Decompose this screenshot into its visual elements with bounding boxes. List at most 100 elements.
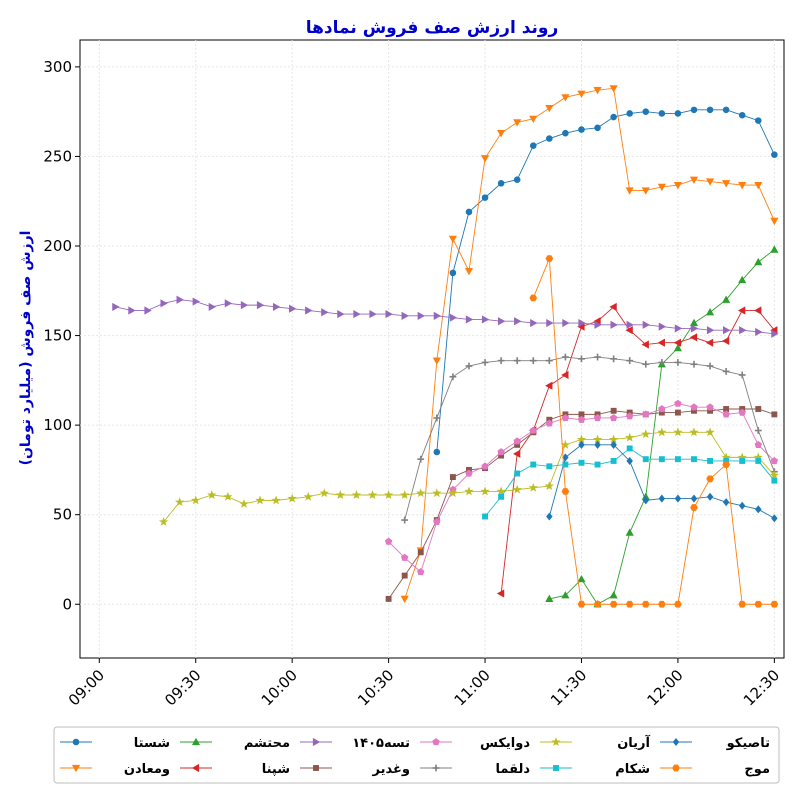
legend-label: ومعادن: [124, 762, 170, 777]
data-point: [771, 477, 778, 484]
data-point: [642, 360, 650, 368]
data-point: [433, 448, 441, 456]
data-point: [673, 181, 682, 190]
data-point: [578, 318, 586, 328]
legend: شستا ومعادن محتشم شپنا تسه۱۴۰۵ وغدیر دوایکس دلق…: [53, 726, 780, 784]
data-point: [303, 491, 313, 501]
data-point: [641, 340, 649, 349]
x-axis: 09:00 09:30 10:00 10:30 11:00 11:30 12:00 12:30: [65, 658, 783, 709]
data-point: [578, 440, 585, 449]
data-point: [658, 110, 666, 117]
data-point: [738, 181, 747, 190]
legend-item: وغدیر: [300, 762, 410, 777]
data-point: [385, 595, 392, 602]
data-point: [546, 463, 553, 470]
x-tick-label: 11:30: [547, 666, 590, 709]
data-point: [530, 461, 537, 468]
data-point: [690, 360, 698, 368]
data-point: [256, 301, 265, 310]
data-point: [754, 257, 763, 266]
data-point: [673, 427, 683, 437]
data-point: [369, 309, 377, 319]
data-point: [689, 427, 699, 437]
data-point: [673, 338, 682, 347]
data-point: [722, 410, 730, 418]
data-point: [609, 414, 618, 422]
data-point: [658, 494, 666, 503]
data-point: [706, 326, 715, 335]
data-point: [657, 427, 667, 437]
data-point: [482, 513, 488, 520]
data-point: [771, 514, 778, 523]
data-point: [497, 448, 505, 456]
data-point: [545, 104, 554, 113]
data-point: [658, 322, 667, 331]
data-point: [609, 600, 618, 608]
data-point: [690, 106, 698, 114]
data-point: [610, 440, 617, 449]
data-point: [706, 106, 714, 114]
data-point: [674, 600, 682, 608]
data-point: [722, 461, 730, 468]
data-point: [626, 320, 634, 329]
data-point: [626, 110, 633, 117]
data-point: [497, 180, 505, 187]
data-point: [481, 315, 490, 324]
data-point: [401, 516, 409, 524]
data-point: [337, 309, 345, 319]
data-point: [754, 600, 763, 608]
data-point: [465, 362, 473, 370]
data-point: [497, 357, 505, 365]
data-point: [593, 87, 602, 95]
data-point: [553, 765, 559, 771]
data-point: [400, 595, 409, 604]
data-point: [562, 461, 569, 468]
y-tick-label: 100: [43, 416, 72, 434]
data-point: [399, 490, 410, 499]
data-point: [626, 357, 634, 365]
data-point: [657, 600, 666, 608]
data-point: [755, 505, 762, 514]
data-point: [551, 737, 561, 746]
data-point: [208, 302, 217, 311]
plot-area: [79, 39, 785, 659]
data-point: [255, 495, 265, 505]
data-point: [609, 591, 618, 599]
data-point: [625, 432, 635, 442]
series-2: [400, 85, 779, 604]
data-point: [754, 181, 763, 190]
data-point: [770, 600, 779, 608]
data-point: [770, 457, 779, 465]
data-point: [689, 333, 698, 342]
data-point: [432, 488, 442, 498]
data-point: [448, 235, 457, 244]
data-point: [690, 494, 698, 503]
data-point: [594, 353, 601, 361]
data-point: [578, 355, 585, 363]
data-point: [158, 516, 169, 526]
data-point: [755, 327, 763, 337]
data-point: [417, 311, 425, 320]
legend-label: وغدیر: [372, 762, 410, 777]
data-point: [313, 765, 319, 771]
y-tick-label: 50: [53, 506, 72, 524]
legend-item: شستا: [60, 736, 170, 751]
legend-label: آریان: [617, 734, 650, 751]
data-point: [512, 449, 521, 458]
data-point: [625, 412, 634, 420]
legend-label: موج: [744, 762, 770, 777]
data-point: [706, 492, 714, 501]
series-line: [500, 306, 775, 594]
x-tick-label: 11:00: [451, 666, 494, 709]
data-point: [771, 329, 779, 338]
data-point: [465, 469, 473, 477]
data-point: [610, 407, 617, 414]
data-point: [449, 313, 458, 322]
series-10: [482, 445, 778, 520]
data-point: [401, 311, 409, 320]
data-point: [433, 517, 441, 526]
data-point: [464, 486, 474, 496]
data-point: [642, 320, 650, 329]
data-point: [641, 600, 650, 608]
y-axis-label: ارزش صف فروش (میلیارد تومان): [18, 231, 34, 466]
